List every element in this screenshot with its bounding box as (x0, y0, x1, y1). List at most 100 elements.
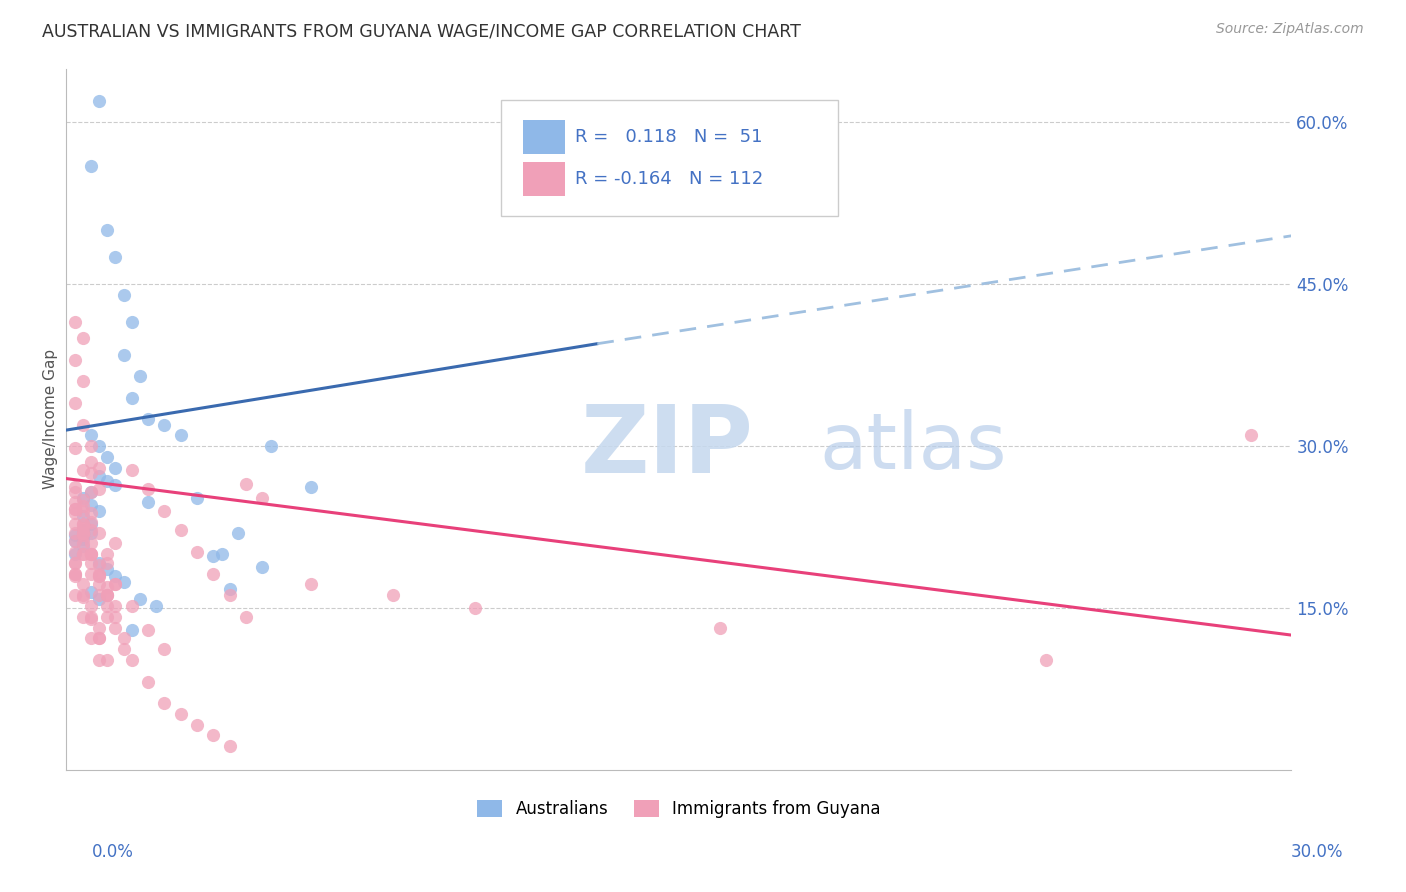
Point (63, 527, 86, 541)
Point (218, 739, 240, 754)
Point (72, 525, 94, 540)
Point (202, 729, 225, 743)
Point (96, 223, 118, 237)
Point (80, 547, 103, 561)
Point (709, 621, 731, 635)
Point (96, 653, 118, 667)
Point (80, 439, 103, 453)
Point (121, 315, 143, 329)
Point (186, 545, 208, 559)
Point (63, 534, 86, 549)
Y-axis label: Wage/Income Gap: Wage/Income Gap (44, 349, 58, 490)
Legend: Australians, Immigrants from Guyana: Australians, Immigrants from Guyana (471, 793, 887, 825)
Point (80, 515, 103, 529)
Point (80, 159, 103, 173)
Point (72, 539, 94, 553)
Point (145, 599, 167, 613)
Point (72, 521, 94, 535)
Point (63, 484, 86, 499)
Point (87, 632, 110, 646)
Point (63, 568, 86, 582)
Point (80, 547, 103, 561)
Text: 0.0%: 0.0% (91, 843, 134, 861)
Point (72, 532, 94, 546)
Point (96, 556, 118, 570)
Point (235, 609, 257, 624)
Point (87, 556, 110, 570)
Point (235, 477, 257, 491)
Point (80, 484, 103, 499)
Point (104, 460, 127, 475)
Point (301, 577, 323, 591)
Point (218, 582, 240, 596)
Point (112, 642, 135, 657)
Text: atlas: atlas (820, 409, 1007, 485)
Point (627, 202, 650, 216)
Point (259, 439, 281, 453)
Point (80, 536, 103, 550)
Point (121, 653, 143, 667)
Point (1239, 428, 1261, 442)
Point (96, 450, 118, 464)
Point (80, 506, 103, 520)
Point (87, 504, 110, 518)
Point (87, 460, 110, 475)
Point (63, 516, 86, 531)
Point (72, 577, 94, 591)
Point (80, 612, 103, 626)
Point (72, 499, 94, 513)
Point (104, 536, 127, 550)
Point (80, 609, 103, 624)
Point (121, 599, 143, 613)
Point (464, 601, 486, 615)
Point (72, 524, 94, 538)
Point (80, 516, 103, 531)
Point (80, 556, 103, 570)
Point (87, 566, 110, 581)
Point (63, 495, 86, 509)
Text: ZIP: ZIP (581, 401, 754, 493)
Point (87, 94, 110, 108)
Point (1035, 653, 1057, 667)
Point (202, 549, 225, 564)
Point (87, 525, 110, 540)
Point (96, 547, 118, 561)
Point (63, 501, 86, 516)
Point (136, 495, 159, 509)
Point (104, 609, 127, 624)
Point (202, 566, 225, 581)
Point (136, 412, 159, 426)
Point (96, 474, 118, 488)
Point (87, 439, 110, 453)
Point (72, 509, 94, 524)
Point (72, 463, 94, 477)
Point (63, 566, 86, 581)
Point (63, 588, 86, 602)
FancyBboxPatch shape (523, 161, 565, 196)
Point (87, 577, 110, 591)
Point (80, 524, 103, 538)
Point (104, 568, 127, 582)
Point (63, 501, 86, 516)
Point (72, 504, 94, 518)
Point (80, 428, 103, 442)
Point (104, 599, 127, 613)
Point (121, 623, 143, 637)
Point (63, 315, 86, 329)
Point (153, 417, 176, 432)
Point (63, 442, 86, 456)
Point (63, 556, 86, 570)
Point (136, 674, 159, 689)
Point (112, 632, 135, 646)
Point (63, 506, 86, 520)
Point (87, 621, 110, 635)
Point (63, 525, 86, 540)
Point (186, 717, 208, 731)
Point (87, 483, 110, 497)
Point (72, 491, 94, 505)
Point (153, 696, 176, 710)
Point (72, 588, 94, 602)
Point (80, 484, 103, 499)
Point (104, 251, 127, 265)
Point (63, 480, 86, 494)
